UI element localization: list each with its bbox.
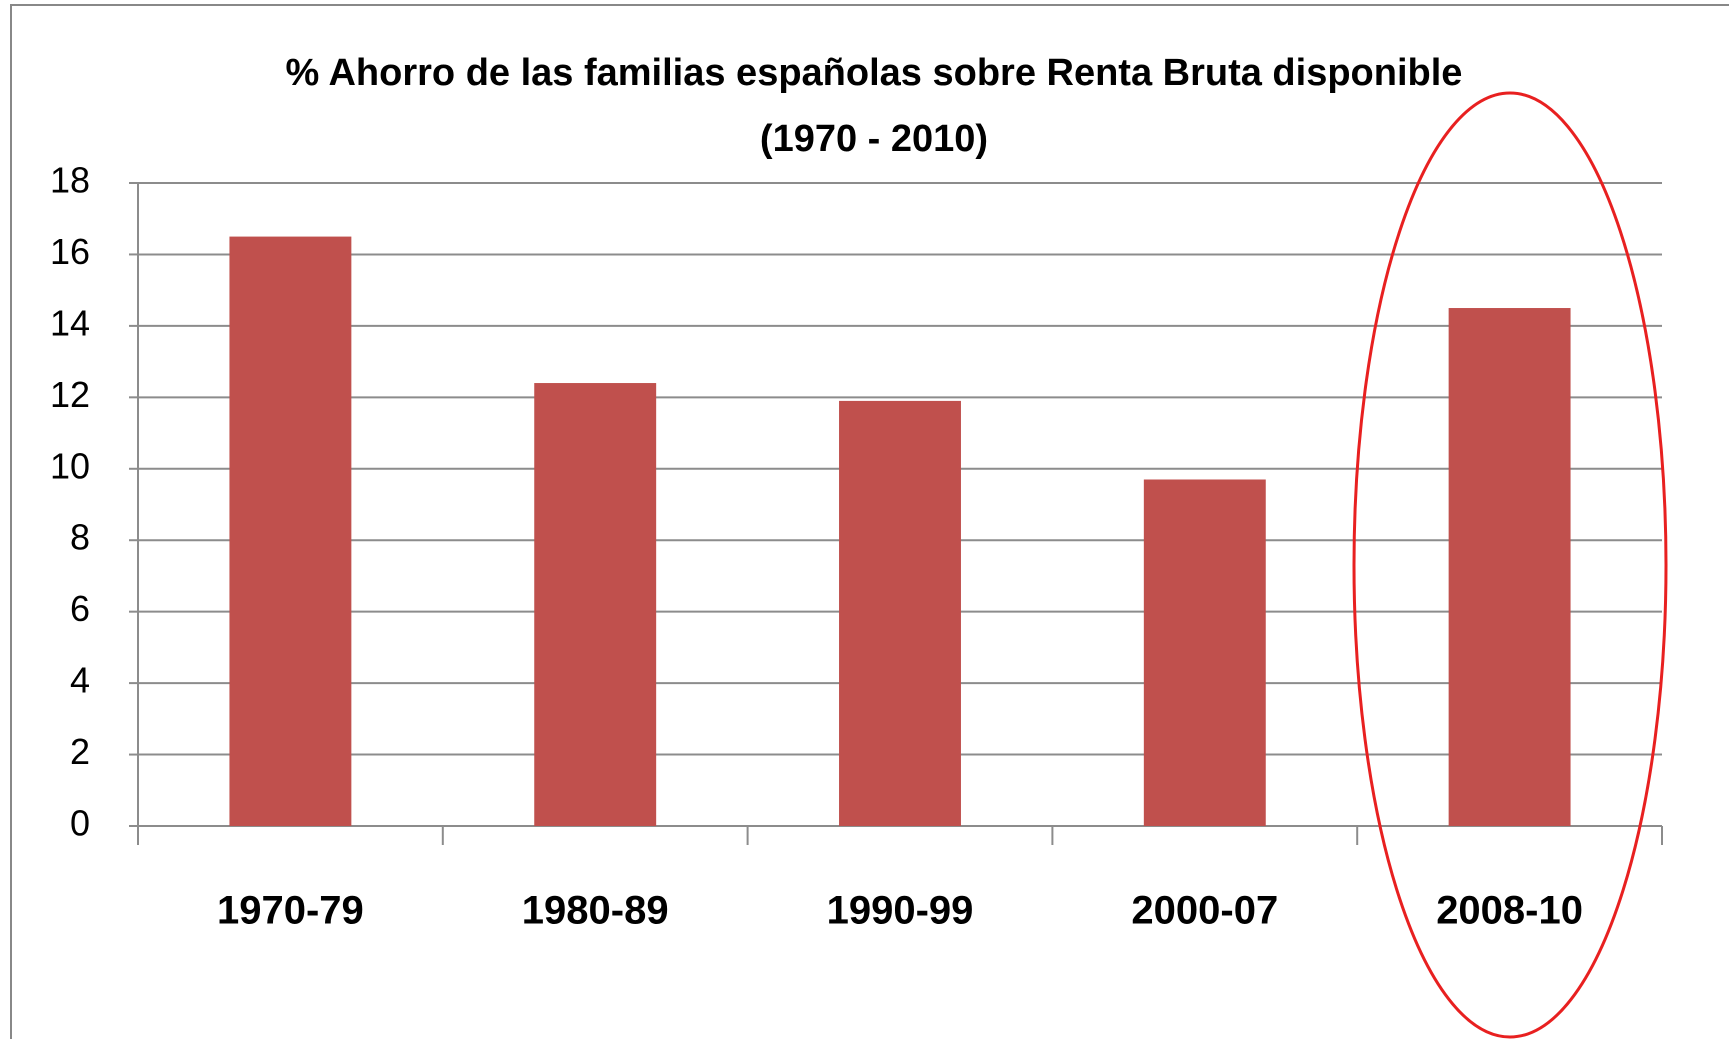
y-tick-label: 6 — [70, 588, 90, 629]
bar — [534, 383, 657, 826]
plot-area: 0 2 4 6 8 10 12 14 16 18 1970-79 1980-89 1990-99 2000… — [50, 160, 1663, 933]
y-tick-label: 2 — [70, 731, 90, 772]
x-tick-label: 1990-99 — [827, 889, 974, 933]
bar — [1143, 479, 1266, 826]
chart-subtitle: (1970 - 2010) — [760, 118, 988, 160]
x-tick-label: 2000-07 — [1131, 889, 1278, 933]
y-tick-label: 12 — [50, 374, 90, 415]
bar — [1448, 308, 1571, 826]
y-tick-label: 16 — [50, 231, 90, 272]
y-tick-label: 8 — [70, 517, 90, 558]
bar — [839, 400, 961, 826]
y-tick-label: 18 — [50, 160, 90, 201]
chart-border — [10, 4, 1729, 1039]
x-tick-label: 2008-10 — [1436, 889, 1583, 933]
x-tick-label: 1980-89 — [522, 889, 669, 933]
y-tick-label: 10 — [50, 445, 90, 486]
chart-title: % Ahorro de las familias españolas sobre… — [286, 52, 1463, 94]
x-tick-label: 1970-79 — [217, 889, 364, 933]
y-tick-label: 14 — [50, 302, 90, 343]
y-tick-label: 0 — [70, 803, 90, 844]
y-tick-label: 4 — [70, 660, 90, 701]
highlight-ellipse — [1352, 91, 1668, 1039]
bar — [229, 236, 352, 827]
